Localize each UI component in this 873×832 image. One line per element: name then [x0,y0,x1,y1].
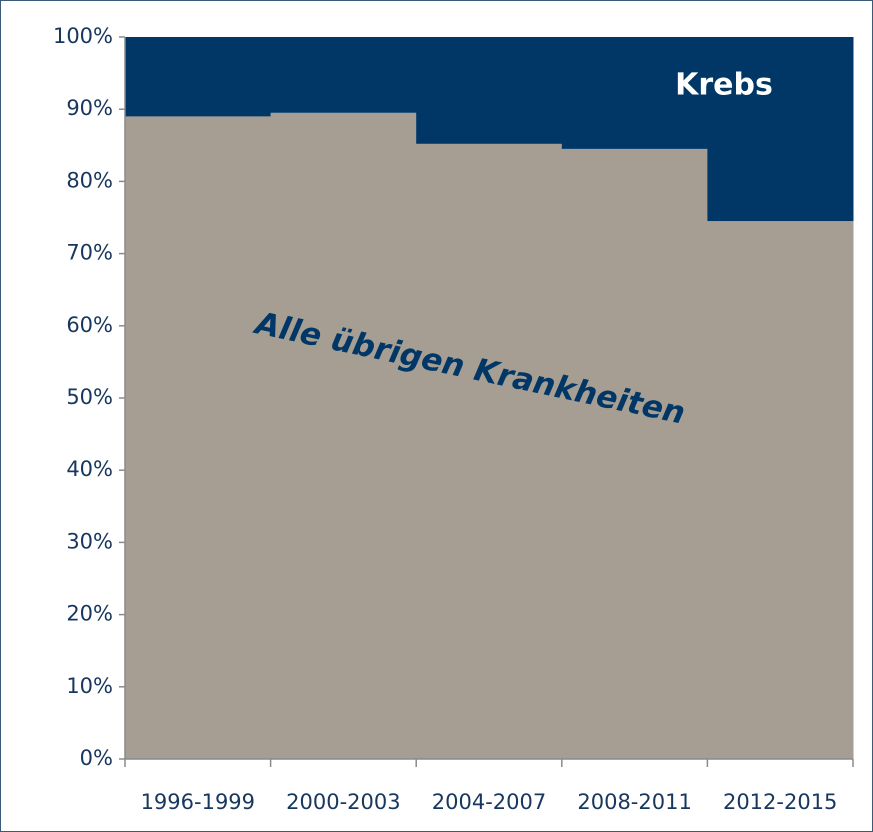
bar-segment [270,112,417,759]
series-label: Krebs [675,68,773,103]
bar-segment [416,143,563,759]
bar-segment [125,116,272,760]
bar-segment [125,37,272,117]
y-tick-label: 10% [66,674,113,698]
x-tick-label: 2012-2015 [723,790,837,814]
bar-segment [561,37,708,149]
bar-segment [416,37,563,144]
y-tick-label: 90% [66,96,113,120]
y-tick-label: 0% [80,746,113,770]
y-tick-label: 30% [66,529,113,553]
x-tick-label: 2008-2011 [577,790,691,814]
bar-segment [561,148,708,759]
x-tick-label: 2000-2003 [286,790,400,814]
y-tick-label: 60% [66,313,113,337]
bar-segment [270,37,417,113]
x-tick-label: 1996-1999 [141,790,255,814]
y-tick-label: 40% [66,457,113,481]
bar-segment [707,221,854,760]
bar-segment [707,37,854,222]
y-tick-label: 100% [53,24,113,48]
y-tick-label: 70% [66,241,113,265]
y-tick-label: 80% [66,168,113,192]
x-tick-label: 2004-2007 [432,790,546,814]
y-tick-label: 50% [66,385,113,409]
y-tick-label: 20% [66,602,113,626]
